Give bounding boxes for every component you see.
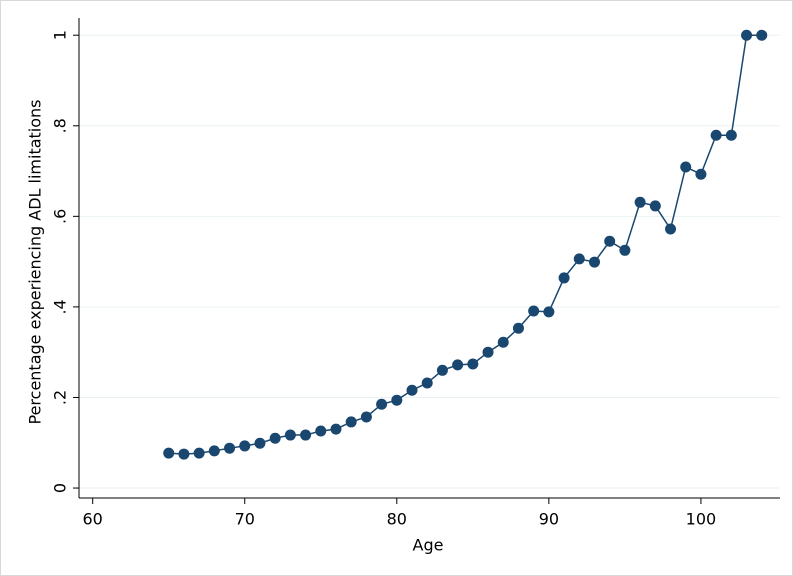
marker [725,129,737,141]
marker [528,305,540,317]
marker [543,306,555,318]
marker [665,223,677,235]
line [168,34,762,455]
marker [421,377,433,389]
marker [239,440,251,452]
marker [558,272,570,284]
marker [512,322,524,334]
marker [710,129,722,141]
x-tick-label: 90 [539,510,559,529]
marker [573,253,585,265]
marker [634,196,646,208]
marker [391,394,403,406]
marker [300,429,312,441]
marker [315,425,327,437]
marker [163,447,175,459]
y-tick-label: .2 [51,390,70,405]
marker [193,447,205,459]
marker [178,448,190,460]
marker [330,423,342,435]
marker [345,416,357,428]
y-tick-label: .4 [51,299,70,314]
marker [741,29,753,41]
marker [695,168,707,180]
y-tick-label: 1 [51,30,70,40]
marker [619,244,631,256]
marker [756,29,768,41]
x-tick-label: 60 [83,510,103,529]
marker [376,398,388,410]
x-tick-label: 80 [387,510,407,529]
marker [436,364,448,376]
marker [497,336,509,348]
marker [254,437,266,449]
y-tick-label: .8 [51,118,70,133]
x-tick-label: 70 [235,510,255,529]
marker [208,445,220,457]
marker [588,256,600,268]
marker [284,429,296,441]
marker [406,384,418,396]
x-tick-label: 100 [686,510,717,529]
x-axis-label: Age [413,536,444,555]
marker [452,359,464,371]
marker [649,200,661,212]
marker [604,235,616,247]
marker [269,432,281,444]
marker [224,442,236,454]
marker [680,161,692,173]
y-tick-label: .6 [51,209,70,224]
marker [360,411,372,423]
marker [467,358,479,370]
marker [482,346,494,358]
y-axis-label: Percentage experiencing ADL limitations [26,99,45,424]
y-tick-label: 0 [51,483,70,493]
